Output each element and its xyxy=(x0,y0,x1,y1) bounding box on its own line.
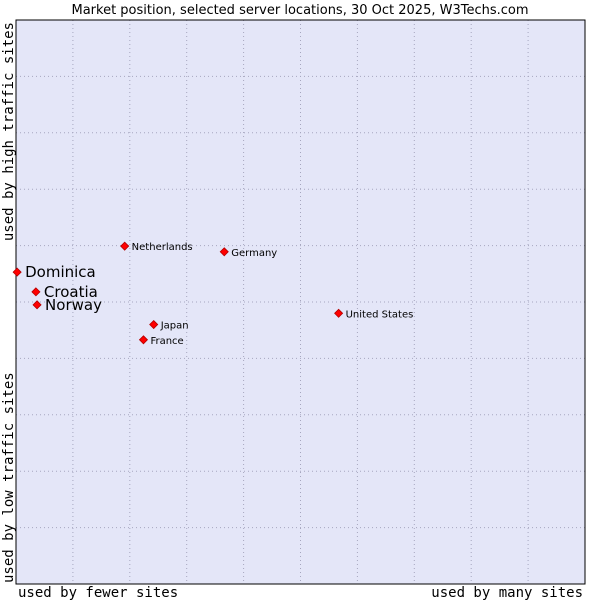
point-label-norway: Norway xyxy=(45,296,102,314)
point-marker-netherlands xyxy=(120,241,130,251)
point-label-united-states: United States xyxy=(346,309,414,320)
point-marker-dominica xyxy=(12,267,22,277)
plot-frame xyxy=(15,19,586,585)
grid-lines xyxy=(16,20,585,584)
point-marker-germany xyxy=(219,247,229,257)
chart-title: Market position, selected server locatio… xyxy=(71,3,528,18)
x-axis-label-right: used by many sites xyxy=(431,585,583,600)
point-label-netherlands: Netherlands xyxy=(132,242,193,253)
y-axis-label-bottom: used by low traffic sites xyxy=(1,372,17,583)
point-label-germany: Germany xyxy=(231,248,277,259)
point-marker-france xyxy=(138,335,149,345)
point-label-croatia: Croatia xyxy=(44,283,98,301)
x-axis-label-left: used by fewer sites xyxy=(18,585,178,600)
point-marker-united-states xyxy=(334,308,344,318)
point-marker-norway xyxy=(32,300,42,310)
point-label-dominica: Dominica xyxy=(25,263,96,281)
point-marker-croatia xyxy=(31,287,41,297)
point-label-japan: Japan xyxy=(160,321,189,332)
point-marker-japan xyxy=(149,319,159,330)
y-axis-label-top: used by high traffic sites xyxy=(1,22,17,241)
point-label-france: France xyxy=(150,336,183,347)
